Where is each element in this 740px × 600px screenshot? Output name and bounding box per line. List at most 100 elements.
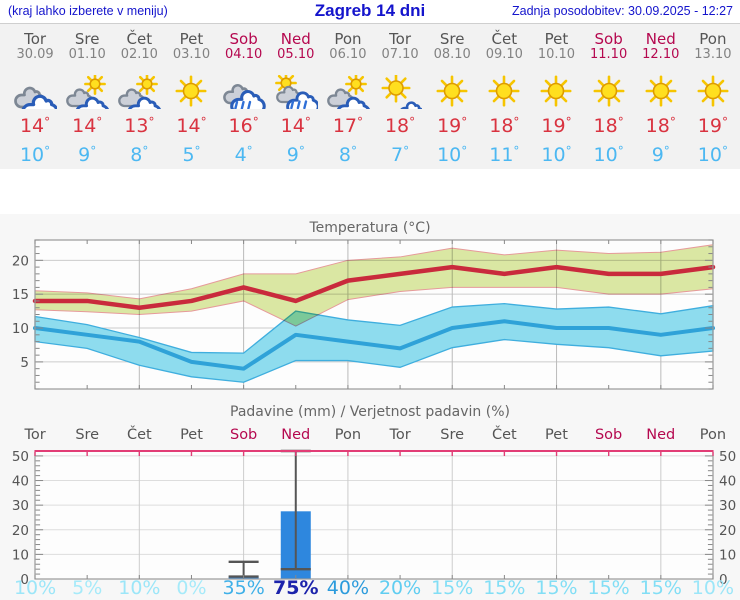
precip-probability: 15% xyxy=(587,577,630,599)
day-column: Pet 10.10 19° 10° xyxy=(530,24,582,170)
low-temp: 8° xyxy=(130,143,149,166)
precip-probability: 35% xyxy=(222,577,265,599)
day-name: Tor xyxy=(389,30,412,48)
precip-day-label: Pet xyxy=(180,427,203,443)
precip-y-tick-label-right: 20 xyxy=(719,523,736,539)
day-column: Ned 05.10 14° 9° xyxy=(270,24,322,170)
sunny-icon xyxy=(697,75,729,107)
day-column: Sob 11.10 18° 10° xyxy=(583,24,635,170)
precip-y-tick-label-right: 40 xyxy=(719,474,736,490)
cloudy-icon xyxy=(14,86,58,109)
low-temp: 10° xyxy=(19,143,51,166)
high-temp: 16° xyxy=(228,114,259,137)
page-title: Zagreb 14 dni xyxy=(314,1,426,20)
precip-y-tick-label-right: 30 xyxy=(719,498,736,514)
low-temp: 10° xyxy=(541,143,572,166)
precip-probability: 0% xyxy=(176,577,207,599)
high-temp: 14° xyxy=(280,114,311,137)
high-temp: 13° xyxy=(124,114,155,137)
forecast-strip: Tor 30.09 14° 10° Sre 01.10 14° 9° Čet 02.10 13° 8°… xyxy=(0,23,740,169)
low-temp: 9° xyxy=(651,143,670,166)
high-temp: 18° xyxy=(645,114,676,137)
low-temp: 9° xyxy=(286,143,305,166)
day-name: Tor xyxy=(24,30,47,48)
day-column: Čet 09.10 18° 11° xyxy=(478,24,530,170)
high-temp: 18° xyxy=(489,114,520,137)
precip-day-label: Sre xyxy=(75,427,100,443)
min-temp-line xyxy=(33,319,715,371)
day-name: Pon xyxy=(334,30,362,48)
precip-day-label: Ned xyxy=(281,427,311,443)
day-date: 07.10 xyxy=(381,46,419,62)
day-name: Pon xyxy=(699,30,727,48)
high-temp: 17° xyxy=(332,114,363,137)
forecast-days: Tor 30.09 14° 10° Sre 01.10 14° 9° Čet 02.10 13° 8°… xyxy=(9,24,739,170)
precip-y-tick-label-left: 30 xyxy=(12,498,29,514)
day-name: Pet xyxy=(179,30,204,48)
sunny-icon xyxy=(175,75,207,107)
precip-day-label: Pet xyxy=(545,427,568,443)
precip-probability: 15% xyxy=(431,577,474,599)
precip-probability: 40% xyxy=(326,577,370,599)
day-column: Ned 12.10 18° 9° xyxy=(635,24,687,170)
day-column: Sob 04.10 16° 4° xyxy=(218,24,270,170)
precip-y-tick-label-right: 50 xyxy=(719,449,736,465)
temp-y-tick-label: 15 xyxy=(12,287,29,303)
low-temp: 10° xyxy=(437,143,468,166)
temp-y-tick-label: 10 xyxy=(12,321,29,337)
partly-cloudy-icon xyxy=(118,74,162,109)
precip-day-label: Sob xyxy=(594,427,623,443)
precip-probability: 10% xyxy=(118,577,161,599)
day-date: 13.10 xyxy=(694,46,732,62)
day-date: 08.10 xyxy=(433,46,471,62)
day-date: 09.10 xyxy=(485,46,523,62)
day-column: Tor 07.10 18° 7° xyxy=(374,24,426,170)
sunny-icon xyxy=(488,75,520,107)
day-column: Pon 06.10 17° 8° xyxy=(322,24,374,170)
precip-probability: 15% xyxy=(535,577,578,599)
precip-y-tick-label-right: 0 xyxy=(719,572,728,588)
day-column: Sre 08.10 19° 10° xyxy=(426,24,478,170)
day-name: Sre xyxy=(439,30,465,48)
precip-y-tick-label-left: 20 xyxy=(12,523,29,539)
day-name: Čet xyxy=(491,30,518,48)
low-temp: 7° xyxy=(391,143,410,166)
day-date: 06.10 xyxy=(329,46,367,62)
day-name: Sob xyxy=(594,30,623,48)
precip-day-label: Pon xyxy=(334,427,362,443)
sunny-icon xyxy=(436,75,468,107)
day-name: Ned xyxy=(280,30,311,48)
precip-probability: 75% xyxy=(273,577,319,599)
day-name: Sob xyxy=(229,30,258,48)
partly-cloudy-icon xyxy=(327,74,370,109)
last-update-text: Zadnja posodobitev: 30.09.2025 - 12:27 xyxy=(511,4,733,18)
day-name: Sre xyxy=(74,30,100,48)
sunny-icon xyxy=(645,75,677,107)
day-column: Pon 13.10 19° 10° xyxy=(687,24,739,170)
sunny-icon xyxy=(593,75,625,107)
precip-probability: 20% xyxy=(378,577,422,599)
day-date: 10.10 xyxy=(537,46,576,62)
precipitation-chart-title: Padavine (mm) / Verjetnost padavin (%) xyxy=(230,404,510,420)
header: (kraj lahko izberete v meniju) Zagreb 14… xyxy=(0,0,740,22)
precip-y-tick-label-left: 40 xyxy=(12,474,29,490)
precip-probability: 5% xyxy=(72,577,103,599)
rain-icon xyxy=(222,83,266,109)
low-temp: 5° xyxy=(182,143,201,166)
day-column: Sre 01.10 14° 9° xyxy=(61,24,113,170)
precip-y-tick-label-right: 10 xyxy=(719,547,736,563)
max-temp-line xyxy=(32,264,716,310)
precip-day-label: Čet xyxy=(491,427,517,443)
day-name: Pet xyxy=(544,30,569,48)
precip-day-label: Tor xyxy=(24,427,46,443)
high-temp: 18° xyxy=(384,114,416,137)
precip-day-labels: Tor Sre Čet Pet Sob Ned Pon Tor Sre Čet Pet Sob Ned P… xyxy=(9,427,739,444)
day-date: 11.10 xyxy=(590,46,628,62)
precip-day-label: Čet xyxy=(126,427,152,443)
day-date: 12.10 xyxy=(642,46,680,62)
day-date: 03.10 xyxy=(172,46,211,62)
day-name: Čet xyxy=(126,30,153,48)
low-temp: 11° xyxy=(489,143,520,166)
precip-probability: 10% xyxy=(13,577,57,599)
precip-day-label: Sre xyxy=(440,427,465,443)
